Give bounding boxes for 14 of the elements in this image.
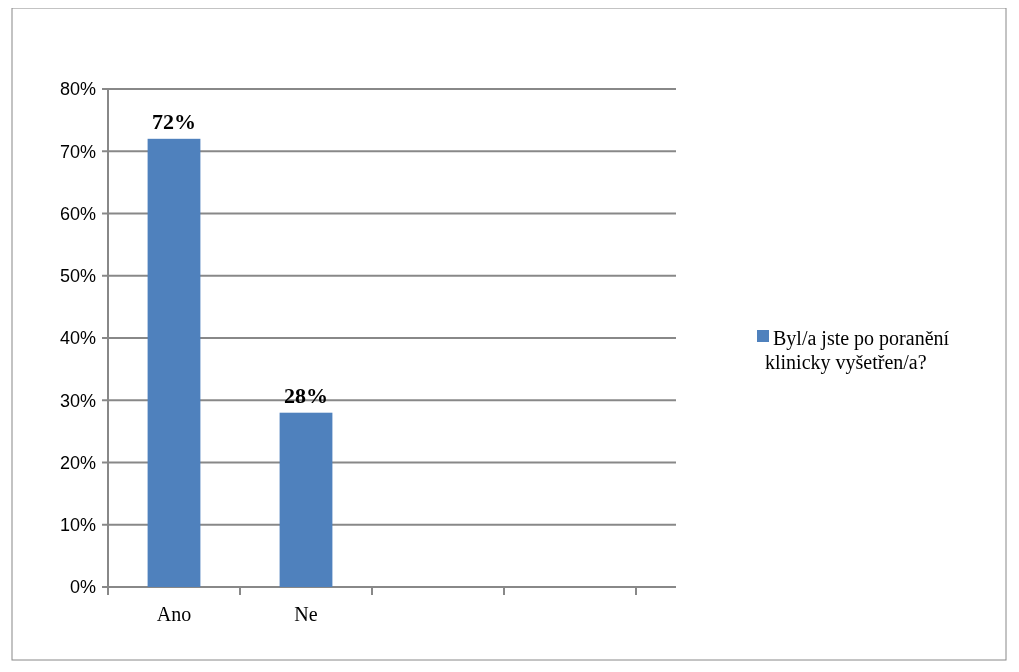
y-tick-label: 30%	[59, 390, 96, 411]
y-tick-label: 60%	[59, 203, 96, 224]
x-tick-label: Ano	[156, 603, 192, 625]
y-tick-label: 70%	[59, 141, 96, 162]
y-tick-label: 40%	[59, 328, 96, 349]
data-label: 72%	[152, 108, 196, 134]
data-label: 28%	[284, 382, 328, 408]
y-tick-label: 50%	[59, 266, 96, 287]
legend-label: Byl/a jste po poranění klinicky vyšetřen/a?	[765, 327, 950, 374]
x-tick-label: Ne	[294, 603, 318, 625]
y-tick-label: 20%	[59, 452, 96, 473]
y-tick-label: 10%	[59, 515, 96, 536]
y-tick-label: 80%	[59, 79, 96, 100]
y-tick-label: 0%	[69, 577, 96, 598]
